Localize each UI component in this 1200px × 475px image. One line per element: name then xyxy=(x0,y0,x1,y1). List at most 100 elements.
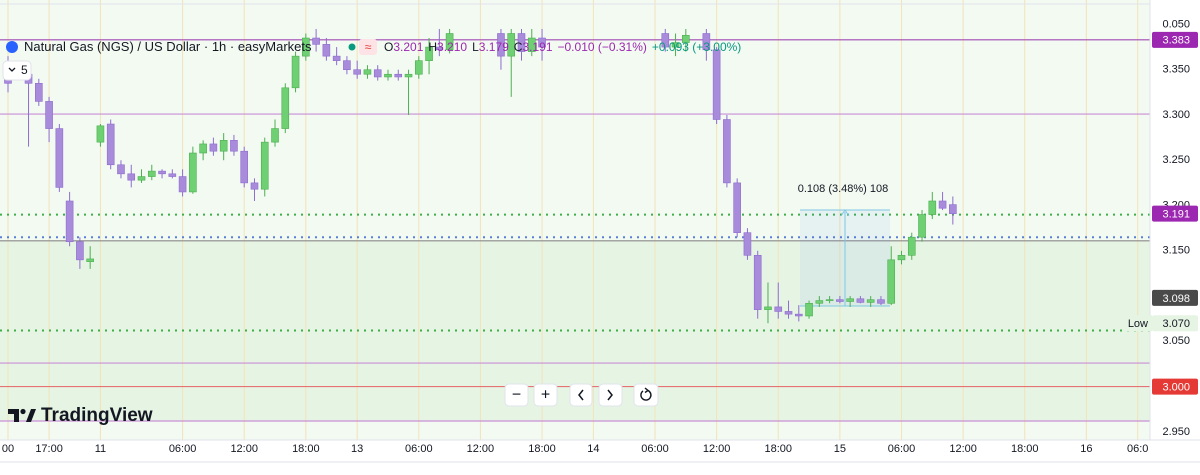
collapsed-count: 5 xyxy=(21,63,28,77)
x-tick-label: 12:00 xyxy=(230,443,258,455)
ohlc-key: C xyxy=(514,40,523,54)
status-dot xyxy=(348,43,356,51)
axes: 00 17:00 11 06:00 12:00 18:00 13 06:00 12:00 18:0… xyxy=(2,18,1198,455)
price-badge xyxy=(1152,31,1198,48)
y-tick-label: 3.150 xyxy=(1162,245,1190,257)
symbol-name: Natural Gas (NGS) / US Dollar · 1h · eas… xyxy=(24,39,312,54)
zoom-out-label: − xyxy=(512,387,521,404)
plot xyxy=(0,0,1150,440)
ohlc-change-total: +0.093 (+3.00%) xyxy=(652,40,741,54)
y-tick-label: 3.050 xyxy=(1162,335,1190,347)
candle-body xyxy=(291,55,300,89)
candle-body xyxy=(394,73,403,78)
x-tick-label: 15 xyxy=(834,443,846,455)
candle-body xyxy=(404,73,413,78)
candle-body xyxy=(938,200,947,209)
price-badge xyxy=(1152,289,1198,306)
zoom-out-button[interactable]: − xyxy=(504,383,529,407)
x-tick-label: 06:0 xyxy=(1127,443,1148,455)
candle-body xyxy=(384,73,392,78)
candle-body xyxy=(127,173,136,181)
candle-body xyxy=(764,306,772,310)
x-tick-label: 12:00 xyxy=(949,443,977,455)
x-tick-label: 00 xyxy=(2,443,14,455)
candle-body xyxy=(230,140,238,152)
ohlc-value: 3.201 xyxy=(393,40,423,54)
candle-body xyxy=(949,204,957,214)
price-badge-label: 3.070 xyxy=(1162,318,1190,330)
candle-body xyxy=(106,123,115,166)
y-tick-label: 3.250 xyxy=(1162,154,1190,166)
x-tick-label: 18:00 xyxy=(292,443,320,455)
price-badge-prefix-bg xyxy=(1124,315,1152,332)
candle-body xyxy=(794,313,803,317)
reset-button[interactable] xyxy=(633,383,659,407)
ohlc-change: −0.010 (−0.31%) xyxy=(558,40,647,54)
price-badge-label: 3.000 xyxy=(1162,381,1190,393)
x-tick-label: 06:00 xyxy=(169,443,197,455)
ohlc-key: H xyxy=(428,40,437,54)
candle-body xyxy=(774,306,783,312)
price-badge-label: 3.383 xyxy=(1162,35,1190,47)
candle-body xyxy=(199,143,207,154)
candle-body xyxy=(76,241,84,261)
price-badge xyxy=(1152,205,1198,222)
candle-body xyxy=(219,140,228,152)
candle-body xyxy=(55,128,64,188)
x-tick-label: 13 xyxy=(351,443,363,455)
x-tick-label: 16 xyxy=(1080,443,1092,455)
x-tick-label: 06:00 xyxy=(641,443,669,455)
x-tick-label: 18:00 xyxy=(1011,443,1039,455)
indicator-badge xyxy=(359,39,377,55)
candle-body xyxy=(507,33,516,57)
candle-body xyxy=(856,298,865,303)
candle-body xyxy=(743,232,752,256)
ohlc-key: O xyxy=(384,40,393,54)
candle-body xyxy=(445,33,454,51)
price-badge xyxy=(1152,315,1198,332)
price-badge-label: 3.191 xyxy=(1162,209,1190,221)
candle-body xyxy=(753,255,762,310)
candle-body xyxy=(168,173,177,177)
candle-body xyxy=(733,182,741,233)
collapse-toggle[interactable]: 5 xyxy=(2,60,32,81)
candle-body xyxy=(836,299,844,302)
candle-body xyxy=(414,60,423,75)
candle-body xyxy=(907,236,916,256)
candle-body xyxy=(887,259,896,304)
y-tick-label: 3.350 xyxy=(1162,64,1190,76)
candle-body xyxy=(928,200,937,215)
candle-body xyxy=(682,35,690,43)
candle-body xyxy=(363,69,372,75)
ohlc-value: 3.179 xyxy=(479,40,509,54)
candle-body xyxy=(373,69,382,78)
candle-body xyxy=(435,46,444,51)
symbol-icon xyxy=(6,41,18,53)
candle-body xyxy=(35,82,43,102)
scroll-right-button[interactable] xyxy=(598,383,623,407)
candle-body xyxy=(65,200,74,243)
scroll-left-button[interactable] xyxy=(569,383,593,407)
zoom-in-button[interactable]: + xyxy=(533,383,558,407)
y-tick-label: 3.300 xyxy=(1162,109,1190,121)
candle-body xyxy=(137,176,146,181)
measure-tool xyxy=(800,209,890,307)
candle-body xyxy=(240,150,249,184)
legend: Natural Gas (NGS) / US Dollar · 1h · eas… xyxy=(24,39,312,54)
candle-body xyxy=(96,125,105,143)
candle-body xyxy=(322,44,331,57)
candle-body xyxy=(312,37,320,45)
candle-body xyxy=(343,60,351,71)
candle-body xyxy=(784,311,793,315)
zoom-in-label: + xyxy=(541,387,550,404)
candle-body xyxy=(877,299,885,304)
candle-body xyxy=(712,49,721,120)
candle-body xyxy=(260,141,269,190)
candle-body xyxy=(302,37,310,57)
candle-body xyxy=(250,182,259,190)
x-tick-label: 11 xyxy=(95,443,106,455)
candle-body xyxy=(517,33,526,52)
candle-body xyxy=(158,170,166,175)
candle-body xyxy=(671,42,680,48)
x-tick-label: 12:00 xyxy=(703,443,731,455)
